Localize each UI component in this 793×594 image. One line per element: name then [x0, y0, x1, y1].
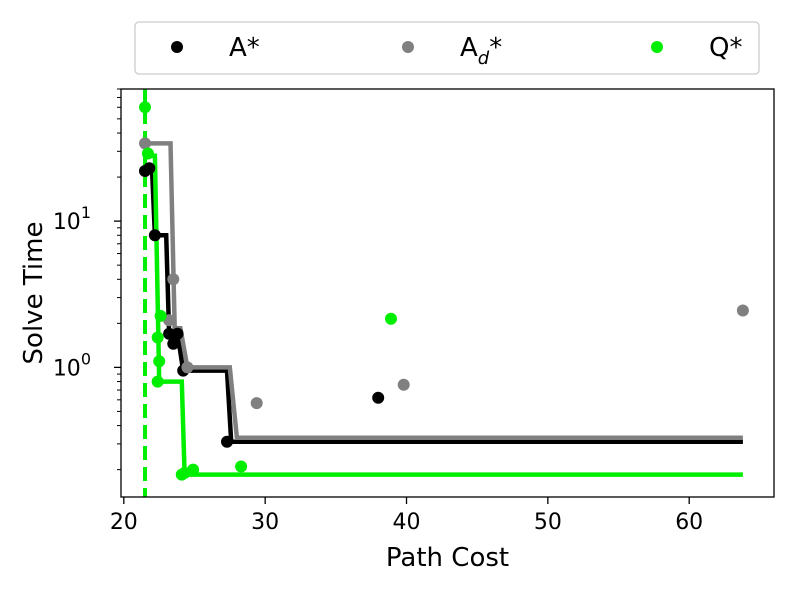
- data-point-1-5: [397, 378, 410, 391]
- x-tick-label: 60: [675, 510, 703, 535]
- data-point-1-0: [139, 137, 151, 150]
- x-axis: 20 30 40 50 60: [110, 497, 703, 535]
- data-point-2-9: [235, 460, 248, 473]
- legend-label-0: A*: [229, 33, 260, 63]
- x-tick-label: 50: [534, 510, 562, 535]
- plot-frame: [120, 88, 775, 498]
- data-point-1-1: [167, 273, 180, 286]
- legend-label-1: Ad*: [460, 33, 502, 69]
- data-point-0-1: [143, 162, 156, 175]
- legend-marker-0: [171, 41, 183, 53]
- y-axis: 101 100: [53, 88, 121, 471]
- y-tick-label: 100: [53, 349, 91, 381]
- y-axis-label: Solve Time: [19, 222, 49, 365]
- data-point-0-3: [163, 327, 176, 340]
- legend-label-2: Q*: [709, 33, 742, 63]
- data-point-0-2: [148, 229, 161, 242]
- data-point-2-3: [151, 331, 164, 344]
- data-point-1-4: [250, 397, 263, 410]
- x-axis-label: Path Cost: [386, 543, 509, 573]
- data-point-2-2: [154, 309, 167, 322]
- data-point-0-7: [221, 435, 233, 448]
- legend: A* Ad* Q*: [134, 21, 760, 75]
- x-tick-label: 30: [251, 510, 279, 535]
- data-point-2-0: [139, 101, 151, 114]
- legend-marker-2: [651, 41, 663, 53]
- legend-box: [134, 21, 760, 75]
- x-tick-label: 20: [110, 510, 138, 535]
- data-point-0-5: [171, 327, 184, 340]
- data-point-2-1: [141, 147, 154, 160]
- data-point-2-5: [151, 375, 164, 388]
- plot-area: [139, 89, 749, 497]
- data-point-2-8: [187, 463, 200, 476]
- data-point-2-4: [153, 355, 166, 368]
- data-point-0-4: [167, 337, 180, 350]
- data-point-0-8: [372, 391, 385, 404]
- data-point-2-10: [385, 312, 397, 325]
- data-point-1-3: [181, 361, 194, 374]
- y-tick-label: 101: [53, 203, 91, 235]
- legend-marker-1: [402, 41, 414, 53]
- data-point-1-6: [736, 304, 749, 317]
- series-line-1: [145, 141, 743, 441]
- x-tick-label: 40: [393, 510, 421, 535]
